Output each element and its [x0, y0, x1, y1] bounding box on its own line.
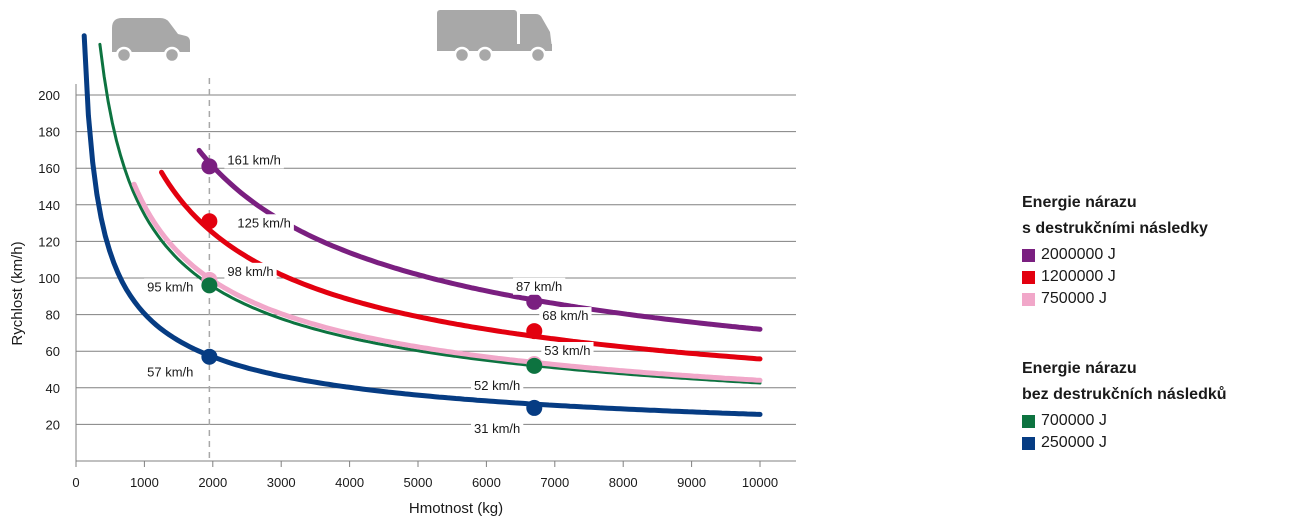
data-point-label-bg — [513, 277, 566, 295]
data-point-label: 95 km/h — [147, 279, 193, 294]
data-point-label: 57 km/h — [147, 365, 193, 380]
data-point-label: 125 km/h — [237, 215, 290, 230]
legend-title-line: s destrukčními následky — [1022, 220, 1208, 237]
data-point-label-bg — [144, 363, 197, 381]
legend-item-2000000: 2000000 J — [1022, 244, 1208, 266]
x-tick-label: 9000 — [677, 475, 706, 490]
grid — [76, 94, 796, 425]
data-point-label-bg — [471, 419, 524, 437]
legend-swatch — [1022, 292, 1035, 306]
x-tick-label: 5000 — [404, 475, 433, 490]
legend-group-destructive: Energie nárazu s destrukčními následky 2… — [1022, 190, 1208, 310]
data-point-label: 68 km/h — [542, 308, 588, 323]
x-tick-label: 6000 — [472, 475, 501, 490]
x-tick-label: 0 — [72, 475, 79, 490]
truck-icon — [437, 10, 552, 64]
x-tick-label: 7000 — [540, 475, 569, 490]
y-tick-label: 60 — [46, 344, 60, 359]
legend-label: 1200000 J — [1041, 268, 1116, 285]
data-point-marker — [526, 357, 543, 374]
legend-label: 2000000 J — [1041, 246, 1116, 263]
x-tick-label: 2000 — [198, 475, 227, 490]
data-point-marker — [526, 323, 543, 340]
data-point-label: 98 km/h — [227, 264, 273, 279]
legend-label: 750000 J — [1041, 290, 1107, 307]
data-point-marker — [201, 213, 218, 230]
series-lines — [81, 33, 763, 417]
x-tick-label: 4000 — [335, 475, 364, 490]
series-line — [81, 33, 763, 417]
data-point-label: 87 km/h — [516, 279, 562, 294]
legend-title-line: Energie nárazu — [1022, 194, 1137, 211]
data-point-label-bg — [471, 376, 524, 394]
legend-title-line: Energie nárazu — [1022, 360, 1137, 377]
data-point-label: 31 km/h — [474, 421, 520, 436]
data-point-marker — [201, 277, 218, 294]
legend-swatch — [1022, 436, 1035, 450]
data-point-label: 52 km/h — [474, 378, 520, 393]
data-point-marker — [201, 158, 218, 175]
legend-item-1200000: 1200000 J — [1022, 266, 1208, 288]
y-tick-label: 180 — [38, 125, 60, 140]
data-point-label-bg — [144, 278, 197, 296]
y-axis-title: Rychlost (km/h) — [9, 241, 26, 345]
data-point-label-bg — [224, 262, 277, 280]
legend-swatch — [1022, 270, 1035, 284]
legend-swatch — [1022, 414, 1035, 428]
data-point-marker — [526, 399, 543, 416]
legend-item-750000: 750000 J — [1022, 288, 1208, 310]
y-tick-label: 100 — [38, 271, 60, 286]
legend-label: 700000 J — [1041, 412, 1107, 429]
data-point-label-bg — [539, 307, 592, 325]
y-tick-label: 120 — [38, 234, 60, 249]
data-point-label: 53 km/h — [544, 343, 590, 358]
data-point-marker — [526, 293, 543, 310]
y-tick-label: 160 — [38, 161, 60, 176]
legend-group-nondestructive: Energie nárazu bez destrukčních následků… — [1022, 356, 1227, 454]
y-tick-label: 140 — [38, 198, 60, 213]
data-point-label-bg — [541, 342, 594, 360]
series-line — [131, 181, 763, 383]
y-tick-label: 40 — [46, 381, 60, 396]
data-point-marker — [201, 348, 218, 365]
data-point-label: 161 km/h — [227, 152, 280, 167]
data-point-label-bg — [224, 151, 284, 169]
series-line — [196, 147, 763, 332]
legend-title-line: bez destrukčních následků — [1022, 386, 1227, 403]
legend-item-700000: 700000 J — [1022, 410, 1227, 432]
y-tick-label: 200 — [38, 88, 60, 103]
legend-item-250000: 250000 J — [1022, 432, 1227, 454]
legend-label: 250000 J — [1041, 434, 1107, 451]
x-tick-label: 3000 — [267, 475, 296, 490]
data-point-label-bg — [234, 214, 294, 232]
annotations: 161 km/h 125 km/h 98 km/h 95 km/h 57 km/h 87 … — [144, 151, 594, 437]
x-tick-label: 10000 — [742, 475, 778, 490]
van-icon — [112, 18, 190, 64]
y-tick-label: 80 — [46, 308, 60, 323]
x-tick-label: 8000 — [609, 475, 638, 490]
y-tick-label: 20 — [46, 417, 60, 432]
x-tick-label: 1000 — [130, 475, 159, 490]
legend-swatch — [1022, 248, 1035, 262]
x-axis-title: Hmotnost (kg) — [409, 500, 503, 517]
